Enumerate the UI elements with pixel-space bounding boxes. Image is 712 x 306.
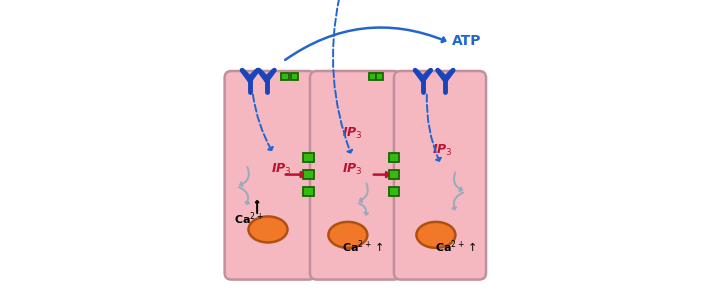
Polygon shape — [438, 70, 453, 77]
Text: Ca$^{2+}$$\uparrow$: Ca$^{2+}$$\uparrow$ — [342, 238, 384, 255]
FancyBboxPatch shape — [389, 187, 399, 196]
Polygon shape — [415, 70, 431, 77]
Polygon shape — [242, 70, 258, 77]
FancyBboxPatch shape — [389, 170, 399, 179]
Ellipse shape — [248, 216, 288, 242]
FancyBboxPatch shape — [303, 170, 314, 179]
FancyBboxPatch shape — [303, 153, 314, 162]
FancyBboxPatch shape — [281, 73, 288, 80]
Ellipse shape — [328, 222, 367, 248]
Text: Ca$^{2+}$$\uparrow$: Ca$^{2+}$$\uparrow$ — [434, 238, 476, 255]
Text: IP$_3$: IP$_3$ — [432, 143, 453, 158]
FancyBboxPatch shape — [224, 71, 315, 280]
FancyBboxPatch shape — [369, 73, 376, 80]
FancyBboxPatch shape — [375, 73, 382, 80]
Polygon shape — [259, 70, 274, 77]
FancyBboxPatch shape — [310, 71, 401, 280]
Text: IP$_3$: IP$_3$ — [342, 162, 363, 177]
FancyBboxPatch shape — [290, 73, 298, 80]
FancyBboxPatch shape — [394, 71, 486, 280]
Text: ATP: ATP — [452, 34, 481, 48]
FancyBboxPatch shape — [303, 187, 314, 196]
Text: Ca$^{2+}$: Ca$^{2+}$ — [234, 211, 263, 227]
Ellipse shape — [417, 222, 456, 248]
FancyBboxPatch shape — [389, 153, 399, 162]
Text: IP$_3$: IP$_3$ — [271, 162, 293, 177]
Text: IP$_3$: IP$_3$ — [342, 126, 363, 141]
